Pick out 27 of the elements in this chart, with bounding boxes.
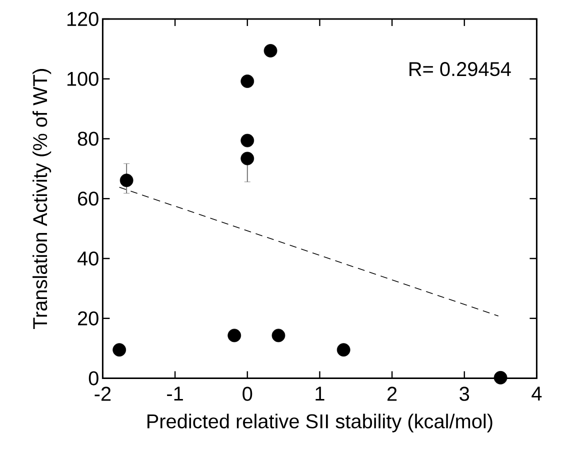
x-axis-title: Predicted relative SII stability (kcal/mol) (147, 414, 492, 432)
point (240, 134, 254, 148)
x-tick-label: 2 (388, 386, 397, 401)
y-tick-label: 100 (67, 72, 98, 86)
point (264, 44, 278, 58)
y-tick-label: 60 (78, 192, 98, 206)
x-tick-label: 1 (316, 386, 324, 401)
y-tick-label: 20 (78, 311, 98, 326)
point (240, 152, 254, 166)
y-tick-label: 120 (67, 12, 98, 26)
x-tick-label: -1 (167, 386, 183, 401)
point (336, 343, 350, 357)
x-tick-label: 3 (460, 386, 470, 401)
y-tick-label: 80 (78, 132, 98, 146)
point (494, 370, 508, 384)
point (228, 328, 242, 342)
y-axis-title: Translation Activity (% of WT) (32, 69, 52, 330)
y-tick-label: 0 (88, 371, 98, 386)
point (240, 74, 254, 88)
point (272, 328, 286, 342)
x-tick-label: -2 (94, 386, 111, 401)
annotation: R= 0.29454 (410, 62, 511, 76)
point (112, 343, 126, 357)
y-tick-label: 40 (77, 251, 98, 266)
x-tick-label: 0 (242, 386, 252, 401)
x-tick-label: 4 (532, 386, 542, 401)
point (120, 174, 134, 188)
